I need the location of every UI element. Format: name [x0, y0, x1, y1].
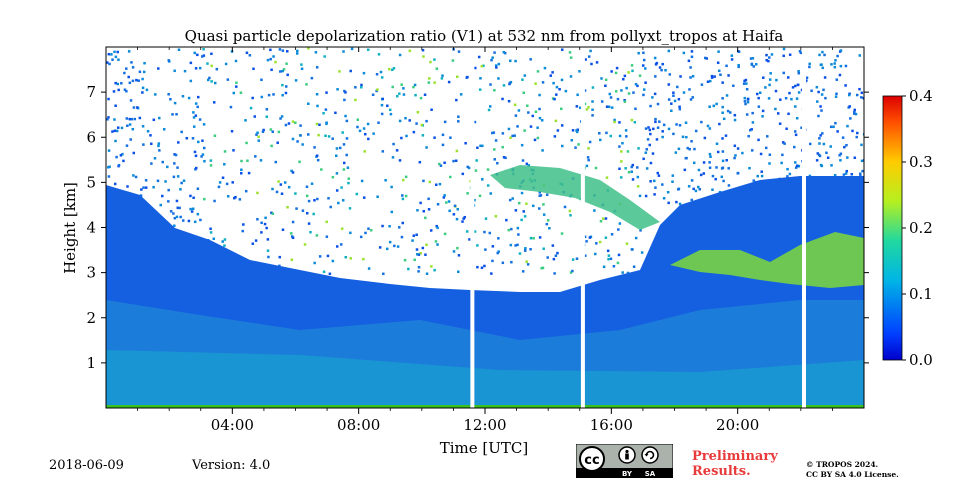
- colorbar-tick-label: 0.2: [909, 219, 933, 237]
- x-axis-label: Time [UTC]: [440, 439, 529, 457]
- y-tick-label: 7: [86, 83, 96, 101]
- badge-by-text: BY: [622, 470, 633, 478]
- heatmap-area: [106, 47, 864, 408]
- preliminary-line-1: Preliminary: [692, 449, 778, 464]
- y-tick-label: 1: [86, 354, 96, 372]
- cc-icon: [579, 446, 605, 472]
- badge-sa-text: SA: [645, 470, 656, 478]
- copyright-notice: © TROPOS 2024. CC BY SA 4.0 License.: [806, 460, 899, 480]
- y-tick-label: 5: [86, 173, 96, 191]
- y-tick-label: 3: [86, 264, 96, 282]
- data-gap-bar: [580, 47, 585, 408]
- x-tick-label: 08:00: [337, 416, 380, 434]
- y-axis: 1 2 3 4 5 6 7: [86, 83, 869, 372]
- y-tick-label: 6: [86, 128, 96, 146]
- near-ground-band: [106, 350, 864, 408]
- x-tick-label: 20:00: [716, 416, 759, 434]
- colorbar: [882, 95, 903, 361]
- colorbar-tick-label: 0.0: [909, 351, 933, 369]
- copyright-line-2: CC BY SA 4.0 License.: [806, 470, 899, 479]
- y-tick-label: 4: [86, 219, 96, 237]
- cc-license-badge[interactable]: cc BY SA: [576, 444, 673, 478]
- colorbar-tick-label: 0.1: [909, 285, 933, 303]
- x-tick-label: 16:00: [590, 416, 633, 434]
- data-gap-bar: [801, 47, 806, 408]
- colorbar-tick-label: 0.3: [909, 153, 933, 171]
- colorbar-tick-label: 0.4: [909, 87, 933, 105]
- x-tick-label: 12:00: [463, 416, 506, 434]
- colorbar-ticks: 0.0 0.1 0.2 0.3 0.4: [902, 87, 933, 369]
- footer-date: 2018-06-09: [49, 458, 124, 473]
- x-tick-label: 04:00: [211, 416, 254, 434]
- chart-title: Quasi particle depolarization ratio (V1)…: [185, 27, 784, 45]
- preliminary-notice: Preliminary Results.: [692, 449, 778, 479]
- copyright-line-1: © TROPOS 2024.: [806, 460, 879, 469]
- y-axis-label: Height [km]: [61, 182, 79, 274]
- ground-line: [106, 405, 864, 408]
- y-tick-label: 2: [86, 309, 96, 327]
- preliminary-line-2: Results.: [692, 464, 751, 479]
- sa-share-alike-icon: [641, 446, 659, 464]
- dust-layer: [670, 232, 864, 288]
- data-gap-bar: [470, 47, 475, 408]
- x-axis: 04:00 08:00 12:00 16:00 20:00: [137, 47, 833, 434]
- svg-text:cc: cc: [584, 453, 599, 468]
- dust-layer-upper: [490, 165, 660, 230]
- footer-version: Version: 4.0: [192, 458, 271, 473]
